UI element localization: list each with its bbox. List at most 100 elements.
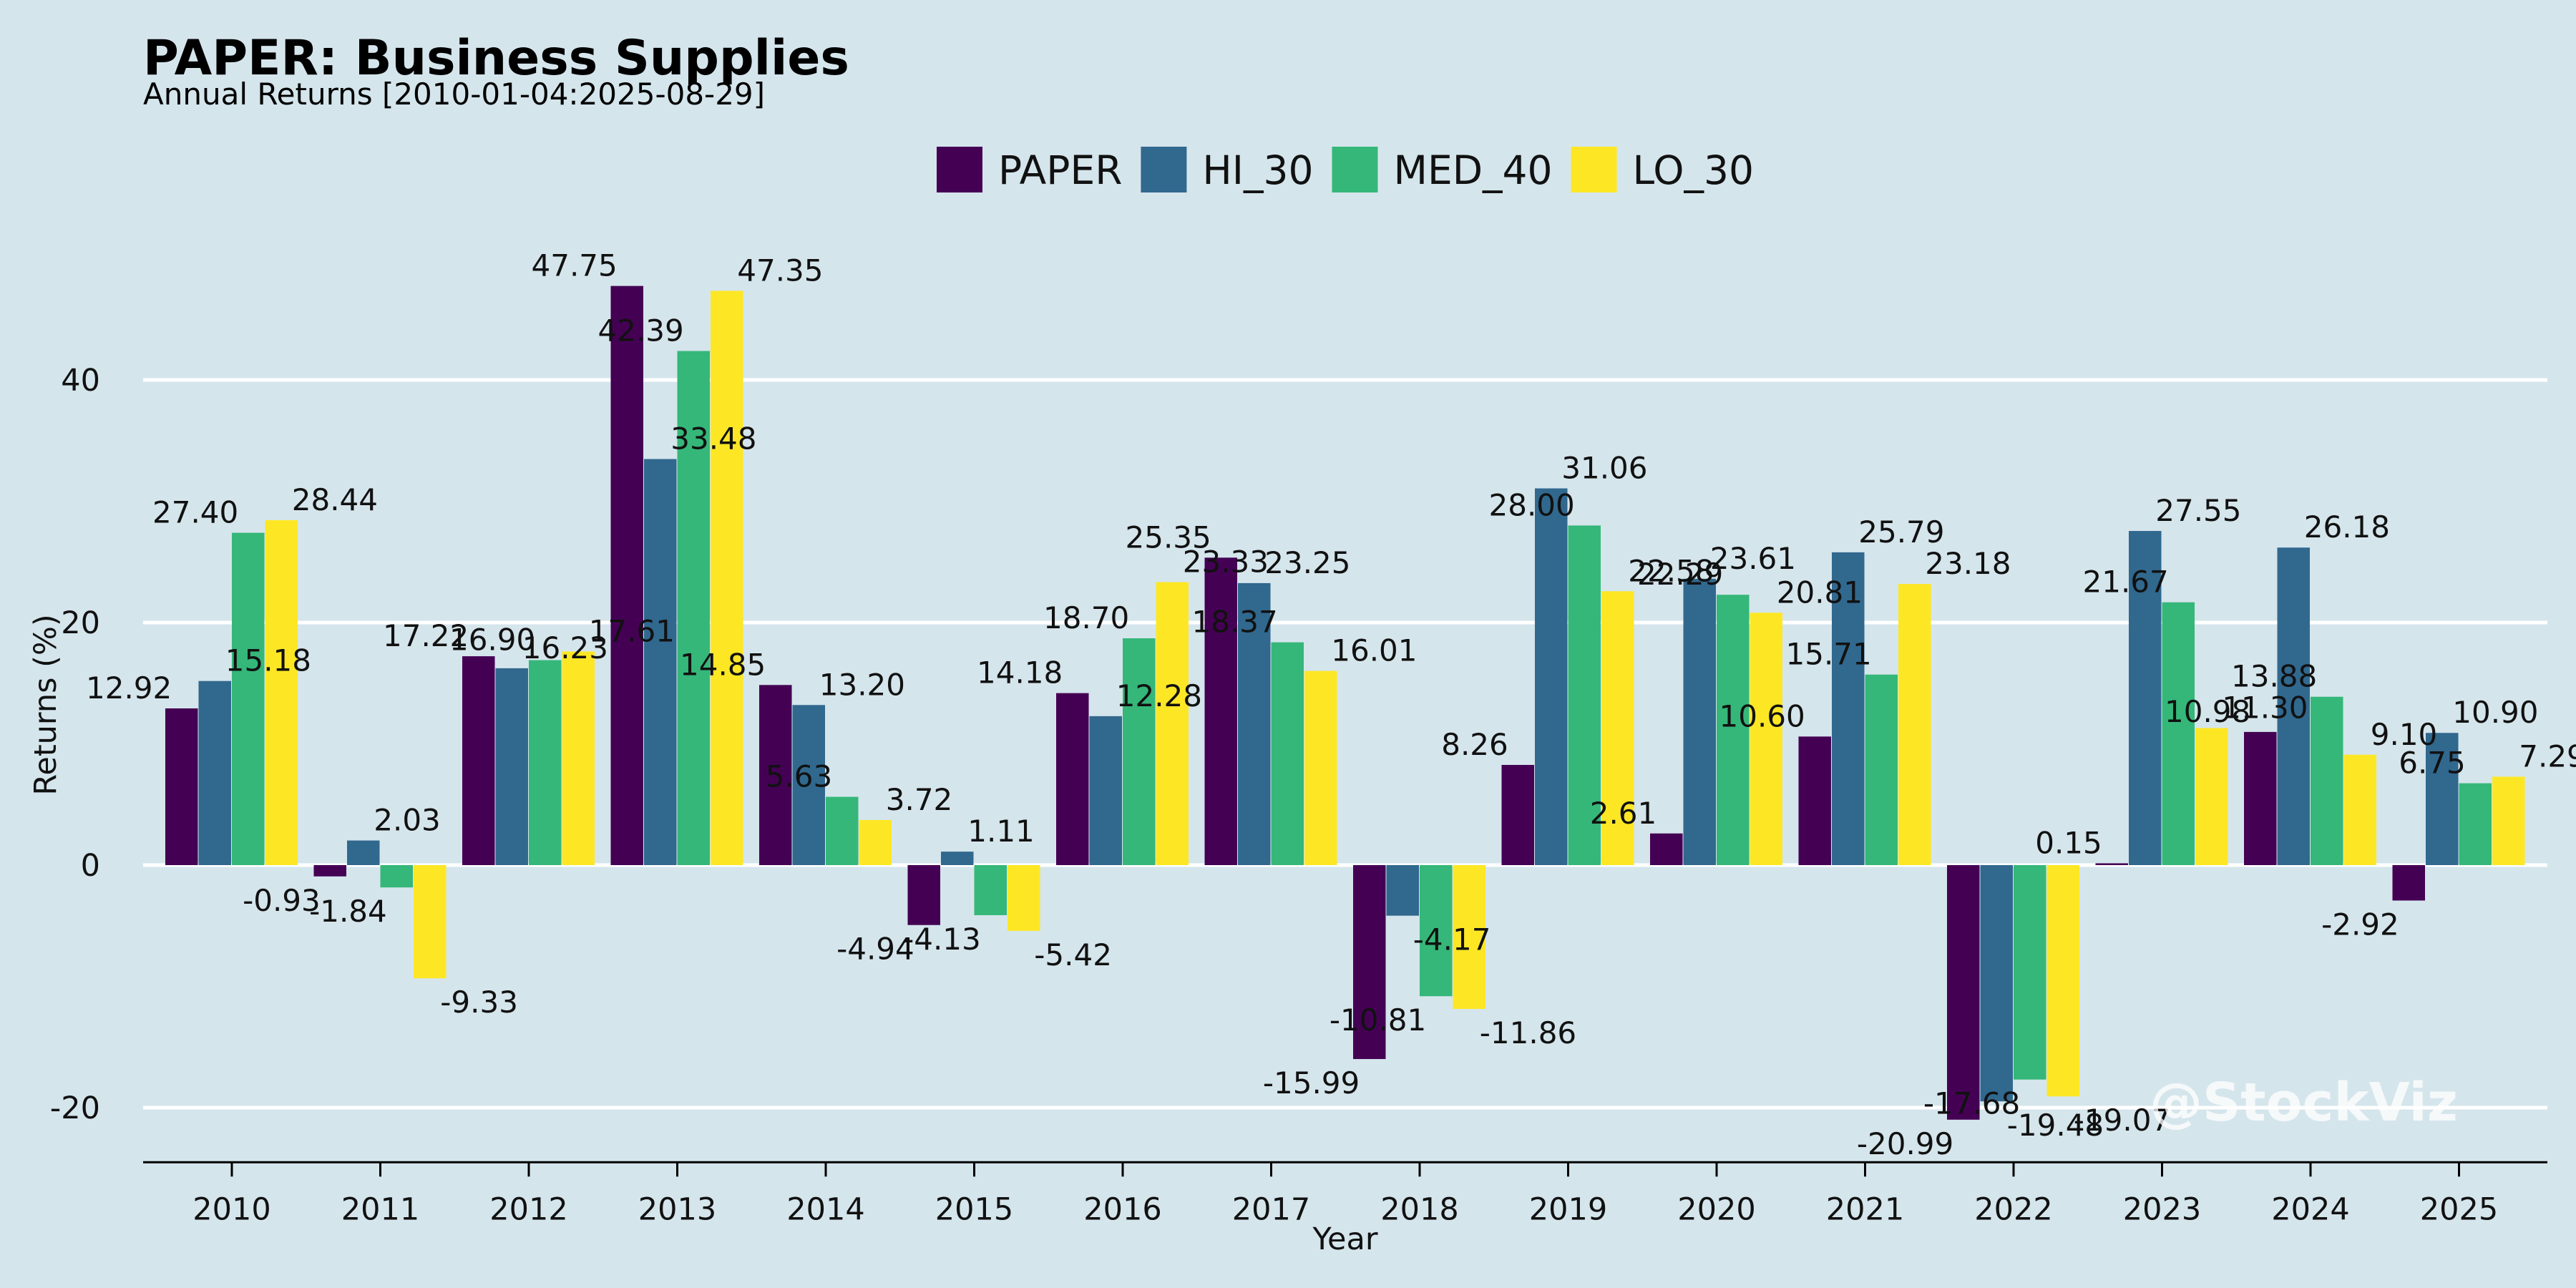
data-label: 27.55 [2155,493,2241,528]
data-label: 31.06 [1561,451,1647,486]
x-tick-label: 2017 [1232,1191,1310,1227]
data-label: 12.28 [1116,678,1202,713]
x-tick-label: 2013 [638,1191,716,1227]
data-label: 2.03 [374,803,441,838]
data-label: 26.18 [2304,509,2390,545]
bar-paper-2020 [1650,833,1683,865]
bar-hi-30-2010 [198,680,231,865]
bar-med-40-2016 [1123,638,1156,865]
data-label: 17.22 [383,618,469,653]
data-label: 23.25 [1264,545,1350,580]
data-label: 25.35 [1126,519,1211,555]
data-label: 47.75 [532,248,618,283]
data-label: -11.86 [1480,1015,1576,1050]
x-tick-label: 2023 [2123,1191,2201,1227]
data-label: 7.29 [2519,738,2576,774]
bar-hi-30-2018 [1386,865,1419,916]
bar-paper-2019 [1501,764,1534,865]
bar-hi-30-2023 [2129,531,2162,865]
bar-med-40-2021 [1865,674,1898,865]
legend-item-med-40: MED_40 [1332,147,1553,193]
data-label: 0.15 [2035,825,2102,860]
data-label: 18.70 [1043,600,1129,635]
bar-med-40-2012 [529,660,562,865]
bar-lo-30-2010 [265,519,298,865]
bar-paper-2024 [2244,731,2277,865]
data-label: 33.48 [670,421,756,457]
data-label: 28.44 [292,482,378,517]
data-label: 28.00 [1489,487,1575,522]
legend-label: MED_40 [1393,147,1552,193]
bar-hi-30-2020 [1683,578,1716,865]
data-label: -0.93 [243,883,321,918]
bar-paper-2023 [2095,863,2128,865]
data-label: 27.40 [152,495,238,530]
bar-med-40-2013 [677,351,710,865]
bar-paper-2021 [1798,736,1831,865]
bar-med-40-2022 [2014,865,2046,1080]
x-tick-label: 2024 [2271,1191,2349,1227]
bar-med-40-2014 [826,796,859,865]
data-label: 10.90 [2452,695,2538,730]
x-tick-label: 2019 [1529,1191,1607,1227]
bar-hi-30-2025 [2426,733,2459,865]
data-label: 25.79 [1858,514,1944,550]
x-tick-label: 2025 [2420,1191,2498,1227]
legend-swatch [1141,147,1187,192]
bar-paper-2014 [759,685,792,865]
data-label: 3.72 [886,782,953,817]
x-tick-label: 2015 [935,1191,1013,1227]
legend-item-hi-30: HI_30 [1141,147,1313,193]
bar-lo-30-2022 [2046,865,2079,1097]
data-label: 10.98 [2165,694,2250,729]
legend-swatch [1571,147,1617,192]
data-label: 1.11 [967,814,1035,849]
bar-paper-2017 [1204,557,1237,865]
data-label: -4.17 [1413,922,1491,957]
x-tick-label: 2018 [1380,1191,1458,1227]
data-label: 14.85 [680,647,766,682]
data-label: 2.61 [1590,796,1657,831]
x-axis: 2010 2011 2012 2013 2014 2015 2016 2017 2018 2019… [143,1161,2547,1227]
y-tick-label: 0 [81,848,100,884]
bar-lo-30-2025 [2492,776,2525,865]
chart-title: PAPER: Business Supplies [143,30,849,87]
bar-med-40-2019 [1568,525,1601,865]
y-tick-label: -20 [50,1091,100,1126]
bar-hi-30-2021 [1832,552,1865,865]
bar-hi-30-2017 [1238,582,1271,865]
bar-paper-2016 [1056,693,1089,865]
bar-paper-2015 [907,865,940,925]
data-label: -4.94 [836,932,914,967]
bar-paper-2013 [610,286,643,865]
bar-lo-30-2020 [1750,613,1782,865]
data-label: 21.67 [2083,565,2169,600]
data-label: 18.37 [1192,605,1278,640]
bar-hi-30-2022 [1980,865,2013,1102]
bar-lo-30-2015 [1008,865,1040,931]
data-label: 8.26 [1441,727,1508,762]
data-label: 16.01 [1331,633,1417,668]
bar-hi-30-2013 [644,459,677,865]
bar-paper-2018 [1353,865,1386,1060]
data-label: -1.84 [309,894,387,929]
bar-lo-30-2013 [711,291,743,866]
data-label: 5.63 [766,759,833,794]
x-axis-label: Year [1312,1221,1377,1257]
bar-med-40-2020 [1717,595,1750,865]
data-label: 20.81 [1777,575,1863,610]
bar-lo-30-2012 [562,651,595,865]
x-tick-label: 2010 [192,1191,270,1227]
bars [165,286,2525,1120]
y-axis-label: Returns (%) [28,614,64,795]
data-label: -19.48 [2007,1108,2104,1143]
bar-paper-2025 [2392,865,2425,901]
bar-med-40-2025 [2459,783,2492,865]
data-label: 15.18 [225,643,311,678]
x-tick-label: 2016 [1083,1191,1161,1227]
bar-hi-30-2024 [2277,547,2310,865]
legend-label: LO_30 [1633,147,1754,193]
data-label: 23.61 [1710,541,1796,576]
legend-swatch [1332,147,1378,192]
bar-med-40-2015 [974,865,1007,916]
